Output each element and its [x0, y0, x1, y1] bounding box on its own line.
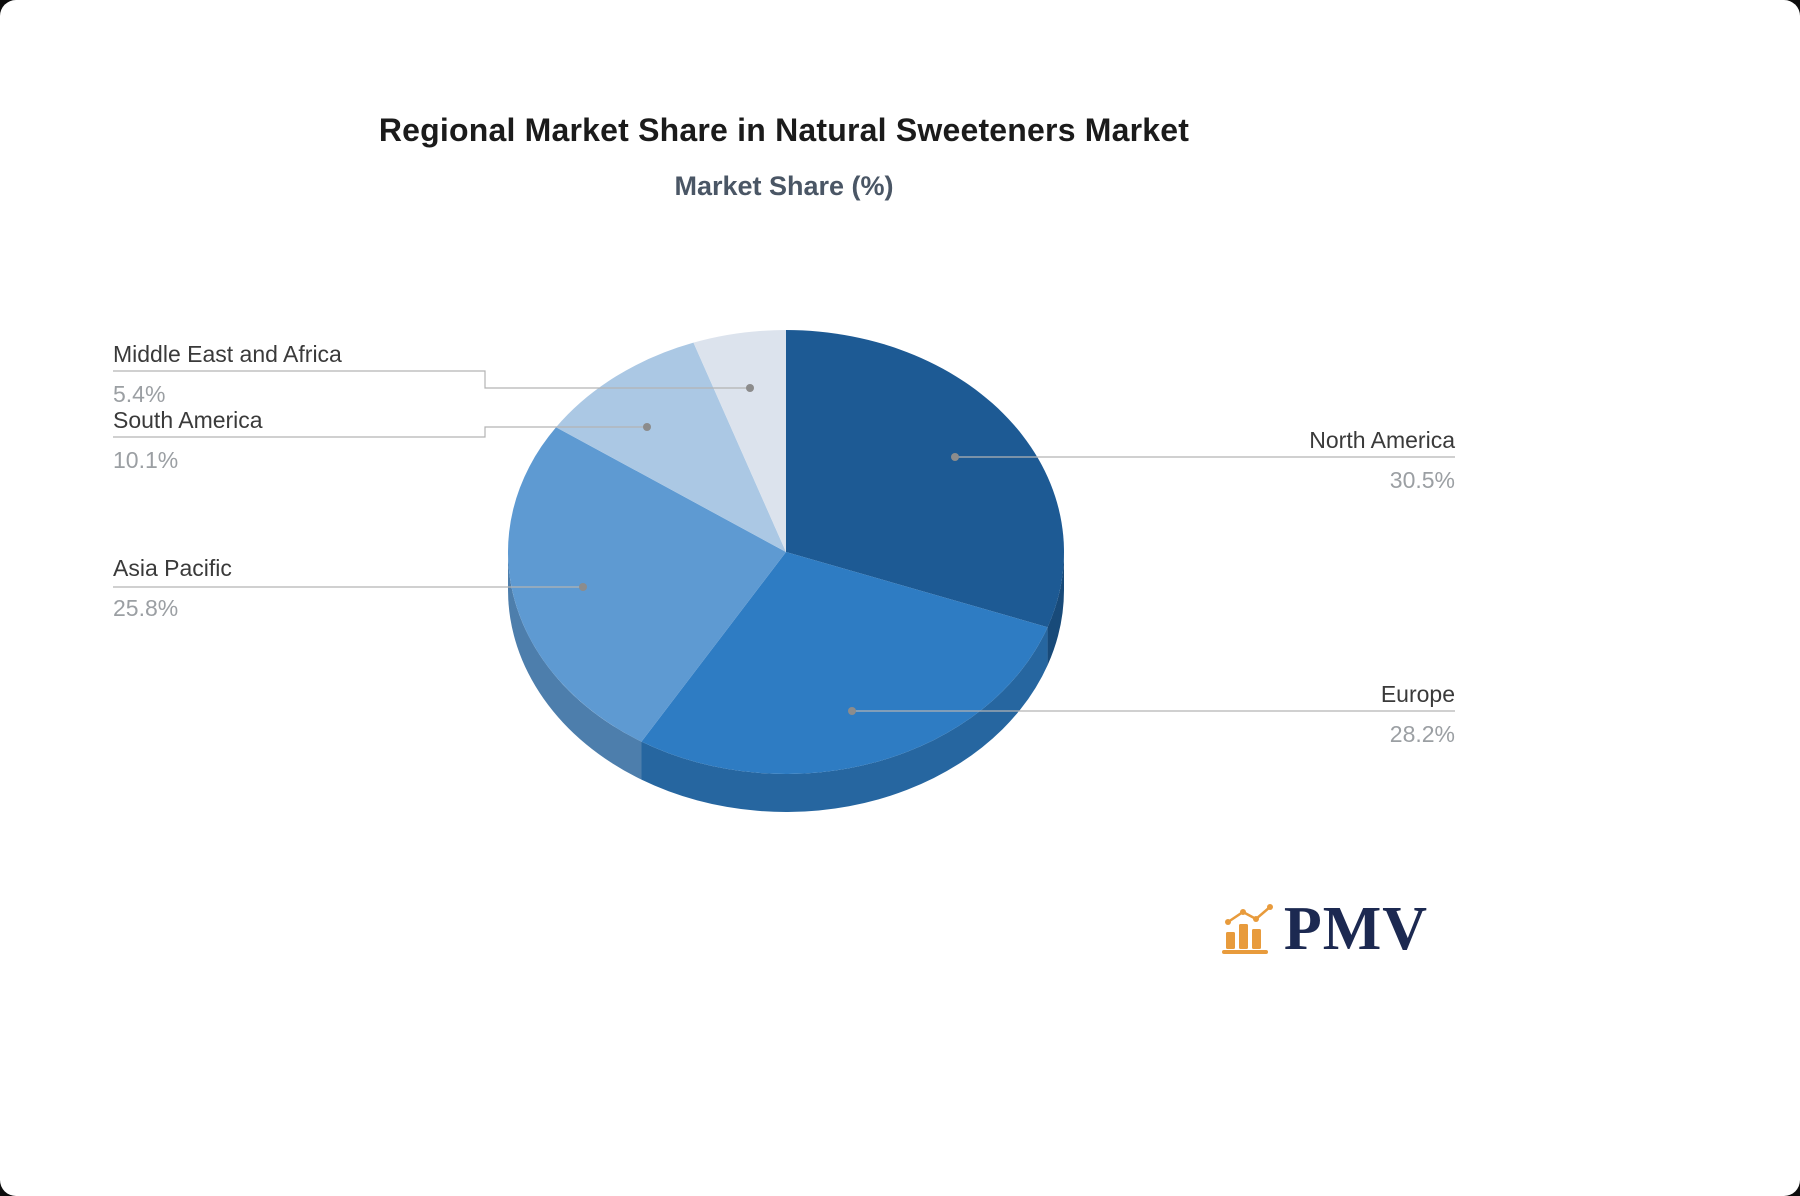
leader-line: [113, 426, 647, 438]
pie-slice-south-america: [556, 342, 786, 552]
leader-dot: [848, 707, 856, 715]
pie-slice-middle-east-and-africa: [693, 330, 786, 552]
leader-dot: [951, 453, 959, 461]
pie-slice-north-america: [786, 330, 1064, 628]
slice-value: 10.1%: [113, 447, 179, 473]
slice-name: Europe: [1380, 681, 1455, 707]
slice-value: 28.2%: [1389, 721, 1455, 747]
slice-label-middle-east-and-africa: Middle East and Africa 5.4%: [113, 339, 342, 409]
slice-label-europe: Europe 28.2%: [1381, 679, 1455, 749]
pie-slice-europe: [641, 552, 1048, 774]
chart-title: Regional Market Share in Natural Sweeten…: [378, 112, 1190, 148]
slice-label-south-america: South America 10.1%: [113, 405, 263, 475]
slice-name: South America: [113, 407, 263, 433]
pie-slice-asia-pacific: [507, 427, 786, 742]
slice-value: 30.5%: [1389, 467, 1455, 493]
leader-line: [113, 370, 750, 389]
slice-label-north-america: North America 30.5%: [1309, 425, 1455, 495]
leader-dot: [746, 384, 754, 392]
leader-dot: [579, 583, 587, 591]
pie-slice-side: [1047, 552, 1064, 666]
slice-label-asia-pacific: Asia Pacific 25.8%: [113, 553, 232, 623]
slice-name: Middle East and Africa: [113, 341, 342, 367]
bar-chart-icon: [1221, 904, 1273, 954]
chart-header: Regional Market Share in Natural Sweeten…: [113, 112, 1455, 202]
slice-value: 5.4%: [113, 381, 166, 407]
pie-slice-side: [641, 627, 1048, 812]
slice-name: North America: [1309, 427, 1455, 453]
slice-value: 25.8%: [113, 595, 179, 621]
pmv-logo: PMV: [1220, 898, 1428, 960]
pmv-logo-text: PMV: [1283, 895, 1428, 963]
pie-slice-side: [508, 552, 642, 780]
chart-subtitle: Market Share (%): [674, 171, 894, 201]
leader-dot: [643, 423, 651, 431]
slice-name: Asia Pacific: [113, 555, 232, 581]
